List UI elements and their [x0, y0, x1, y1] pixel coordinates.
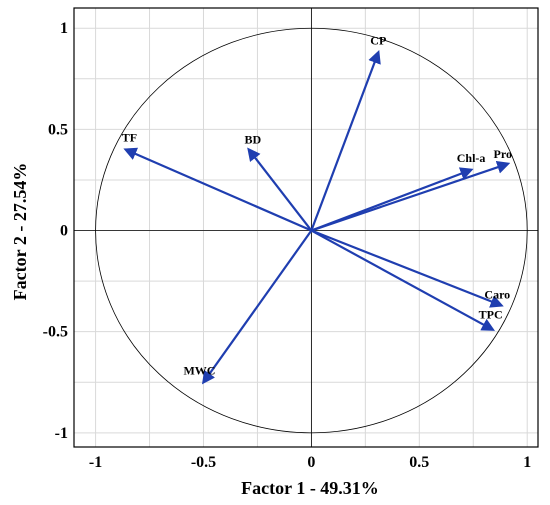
- y-tick-labels: -1 -0.5 0 0.5 1: [43, 20, 68, 442]
- loading-vectors: [123, 50, 511, 385]
- loading-arrow-pro: [311, 160, 511, 232]
- y-tick-label: -1: [55, 425, 68, 442]
- x-tick-label: -0.5: [191, 454, 216, 471]
- vector-label-bd: BD: [244, 133, 261, 147]
- correlation-circle: [95, 27, 528, 434]
- loading-arrow-caro: [310, 229, 504, 308]
- vector-label-tf: TF: [122, 131, 137, 145]
- loading-arrow-mwc: [201, 229, 313, 385]
- y-tick-label: 1: [60, 20, 68, 37]
- loading-arrow-cp: [310, 50, 381, 231]
- vector-label-caro: Caro: [484, 287, 510, 301]
- vector-labels: CP TF BD Chl-a Pro Caro TPC MWC: [122, 34, 512, 378]
- vector-label-chl-a: Chl-a: [457, 151, 486, 165]
- unit-circle-layer: [95, 27, 528, 434]
- plot-frame: [73, 7, 539, 448]
- y-axis-title: Factor 2 - 27.54%: [10, 163, 30, 301]
- loading-arrow-tf: [123, 147, 312, 232]
- vector-label-pro: Pro: [494, 147, 512, 161]
- y-tick-label: 0.5: [48, 121, 68, 138]
- loading-arrow-tpc: [310, 229, 495, 331]
- x-tick-labels: -1 -0.5 0 0.5 1: [89, 454, 531, 471]
- x-tick-label: 0: [307, 454, 315, 471]
- x-tick-label: -1: [89, 454, 102, 471]
- y-tick-label: 0: [60, 223, 68, 240]
- loading-arrow-bd: [247, 147, 313, 232]
- x-tick-label: 0.5: [409, 454, 429, 471]
- x-axis-title: Factor 1 - 49.31%: [241, 478, 379, 498]
- x-tick-label: 1: [523, 454, 531, 471]
- y-tick-label: -0.5: [43, 324, 68, 341]
- vector-label-tpc: TPC: [479, 308, 503, 322]
- vector-label-mwc: MWC: [183, 363, 215, 377]
- vector-label-cp: CP: [370, 34, 386, 48]
